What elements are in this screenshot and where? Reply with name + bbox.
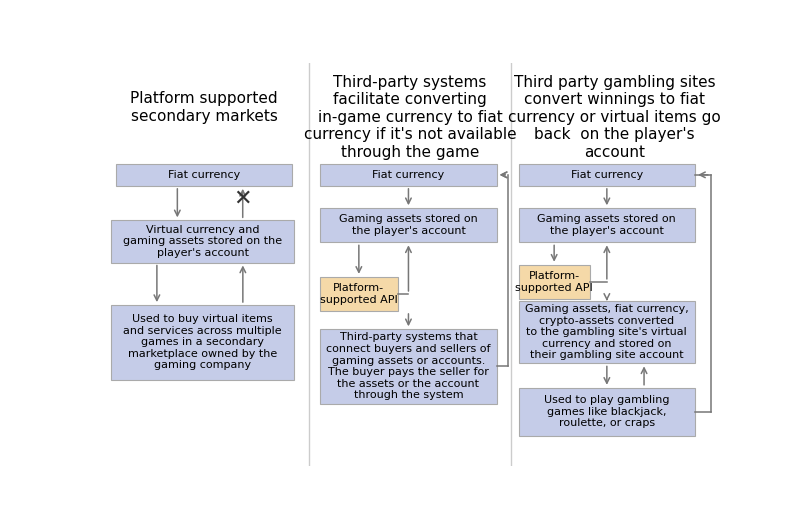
FancyBboxPatch shape	[111, 220, 294, 263]
Text: Gaming assets stored on
the player's account: Gaming assets stored on the player's acc…	[339, 214, 478, 236]
FancyBboxPatch shape	[320, 208, 497, 243]
FancyBboxPatch shape	[518, 208, 695, 243]
Text: Used to buy virtual items
and services across multiple
games in a secondary
mark: Used to buy virtual items and services a…	[123, 314, 282, 370]
Text: Platform-
supported API: Platform- supported API	[515, 271, 593, 292]
Text: Platform-
supported API: Platform- supported API	[320, 283, 398, 304]
Text: Third-party systems that
connect buyers and sellers of
gaming assets or accounts: Third-party systems that connect buyers …	[326, 333, 490, 400]
Text: Platform supported
secondary markets: Platform supported secondary markets	[130, 91, 278, 124]
Text: Virtual currency and
gaming assets stored on the
player's account: Virtual currency and gaming assets store…	[123, 225, 282, 258]
FancyBboxPatch shape	[115, 163, 292, 186]
FancyBboxPatch shape	[518, 301, 695, 364]
FancyBboxPatch shape	[320, 329, 497, 404]
Text: Fiat currency: Fiat currency	[570, 170, 643, 180]
FancyBboxPatch shape	[518, 265, 590, 299]
Text: Third party gambling sites
convert winnings to fiat
currency or virtual items go: Third party gambling sites convert winni…	[508, 75, 721, 160]
FancyBboxPatch shape	[518, 388, 695, 436]
FancyBboxPatch shape	[111, 305, 294, 379]
Text: Gaming assets, fiat currency,
crypto-assets converted
to the gambling site's vir: Gaming assets, fiat currency, crypto-ass…	[525, 304, 689, 361]
Text: Fiat currency: Fiat currency	[372, 170, 445, 180]
FancyBboxPatch shape	[320, 277, 398, 311]
Text: ✕: ✕	[234, 189, 252, 209]
Text: Third-party systems
facilitate converting
in-game currency to fiat
currency if i: Third-party systems facilitate convertin…	[304, 75, 516, 160]
FancyBboxPatch shape	[518, 163, 695, 186]
Text: Gaming assets stored on
the player's account: Gaming assets stored on the player's acc…	[538, 214, 676, 236]
FancyBboxPatch shape	[320, 163, 497, 186]
Text: Fiat currency: Fiat currency	[168, 170, 240, 180]
Text: Used to play gambling
games like blackjack,
roulette, or craps: Used to play gambling games like blackja…	[544, 395, 670, 429]
